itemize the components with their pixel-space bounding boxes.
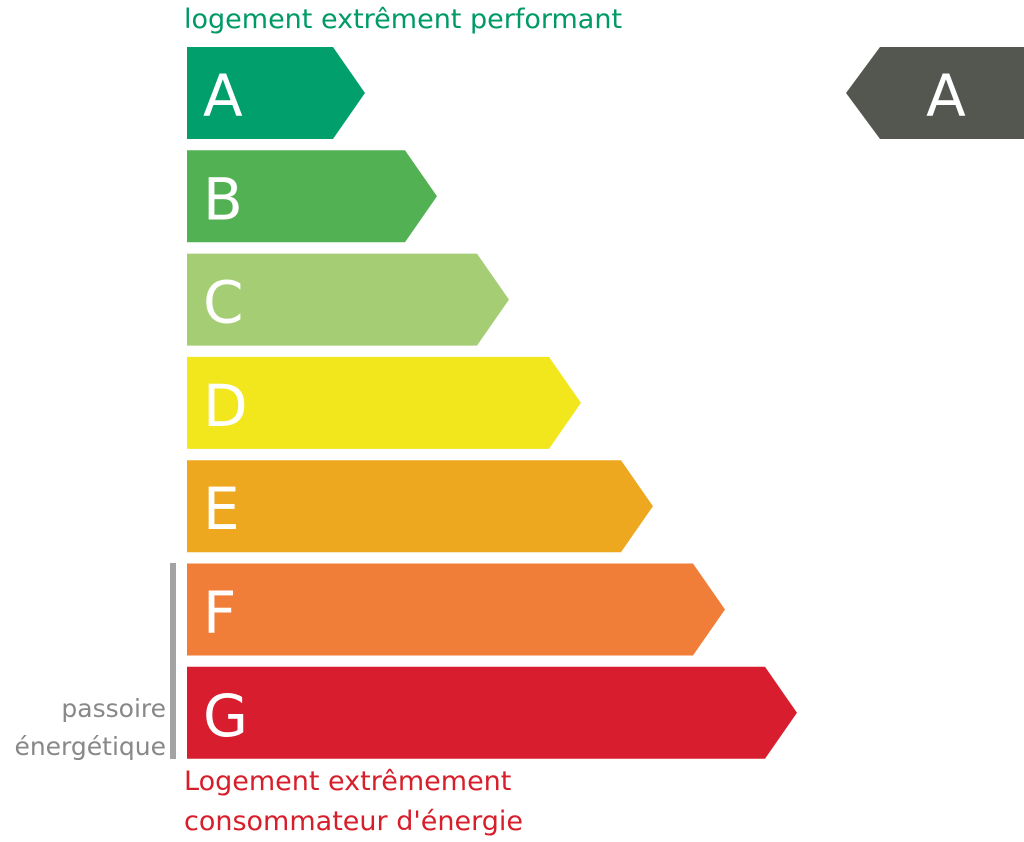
passoire-label-line-2: énergétique — [14, 732, 166, 761]
energy-bar-label-f: F — [203, 579, 236, 647]
current-rating-arrow — [846, 47, 1024, 139]
energy-bar-label-a: A — [203, 62, 243, 130]
passoire-label: passoire énergétique — [14, 690, 166, 766]
energy-bar-label-d: D — [203, 372, 248, 440]
bottom-label-line-2: consommateur d'énergie — [184, 806, 523, 837]
energy-bar-label-b: B — [203, 165, 243, 233]
top-label: logement extrêment performant — [184, 4, 623, 35]
energy-bar-g — [187, 666, 797, 759]
current-rating-letter: A — [926, 62, 966, 130]
bottom-label: Logement extrêmement consommateur d'éner… — [184, 762, 523, 842]
energy-bar-d — [187, 356, 581, 449]
current-rating-indicator: A — [846, 47, 1024, 139]
passoire-bracket — [170, 563, 176, 759]
energy-bar-c — [187, 253, 509, 346]
energy-bar-label-g: G — [203, 682, 248, 750]
energy-bar-f — [187, 563, 725, 656]
energy-bar-a — [187, 47, 365, 139]
energy-bar-e — [187, 460, 653, 553]
passoire-label-line-1: passoire — [61, 694, 166, 723]
energy-bar-label-c: C — [203, 269, 244, 337]
energy-bar-b — [187, 150, 437, 243]
energy-bar-label-e: E — [203, 475, 240, 543]
bottom-label-line-1: Logement extrêmement — [184, 766, 512, 797]
